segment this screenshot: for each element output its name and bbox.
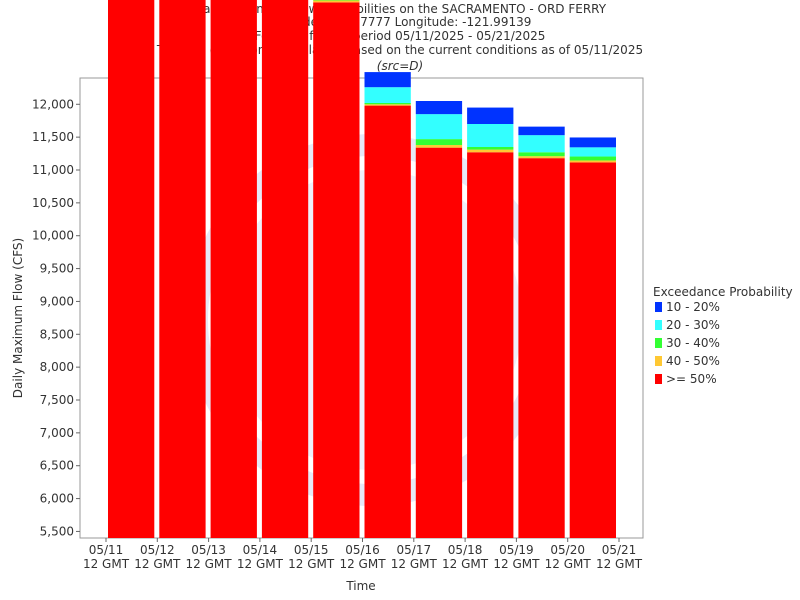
bar-segment [159, 0, 206, 538]
x-tick-line: 05/18 [448, 543, 483, 557]
y-tick-label: 10,500 [32, 196, 74, 210]
x-tick-line: 12 GMT [339, 557, 386, 571]
legend-swatch [655, 374, 662, 384]
bar-segment [467, 124, 514, 147]
x-tick-label: 05/12 12 GMT [134, 543, 181, 571]
x-tick-line: 05/19 [499, 543, 534, 557]
x-tick-line: 12 GMT [83, 557, 130, 571]
bar-segment [518, 135, 565, 153]
bar-segment [364, 87, 411, 103]
x-tick-line: 12 GMT [391, 557, 438, 571]
x-tick-line: 12 GMT [186, 557, 233, 571]
bar-segment [415, 145, 463, 148]
y-tick-label: 6,500 [40, 459, 74, 473]
bar-segment [415, 101, 463, 115]
y-tick-label: 9,000 [40, 294, 74, 308]
bar-segment [364, 72, 411, 88]
x-tick-label: 05/13 12 GMT [186, 543, 233, 571]
x-tick-label: 05/11 12 GMT [83, 543, 130, 571]
bar-segment [467, 147, 514, 150]
y-tick-label: 8,500 [40, 327, 74, 341]
y-tick-label: 11,000 [32, 163, 74, 177]
bar-segment [518, 152, 565, 157]
bar-segment [364, 104, 411, 106]
y-tick-label: 10,000 [32, 229, 74, 243]
legend-swatch [655, 338, 662, 348]
y-tick-label: 8,000 [40, 360, 74, 374]
y-tick-label: 7,500 [40, 393, 74, 407]
x-tick-label: 05/21 12 GMT [596, 543, 643, 571]
x-tick-line: 12 GMT [134, 557, 181, 571]
x-tick-line: 05/15 [294, 543, 329, 557]
x-tick-line: 12 GMT [545, 557, 592, 571]
bar-segment [415, 114, 463, 140]
x-axis-label: Time [345, 579, 375, 593]
bar-segment [415, 139, 463, 146]
x-tick-label: 05/20 12 GMT [545, 543, 592, 571]
x-tick-label: 05/18 12 GMT [442, 543, 489, 571]
bar-segment [569, 147, 616, 157]
source: (src=D) [377, 59, 423, 73]
bar-segment [313, 0, 360, 3]
x-tick-label: 05/15 12 GMT [288, 543, 335, 571]
legend-label: 20 - 30% [666, 318, 720, 332]
bar-segment [467, 107, 514, 124]
x-tick-label: 05/14 12 GMT [237, 543, 284, 571]
x-tick-label: 05/16 12 GMT [339, 543, 386, 571]
legend-label: 10 - 20% [666, 300, 720, 314]
x-tick-line: 12 GMT [442, 557, 489, 571]
legend-label: 30 - 40% [666, 336, 720, 350]
y-tick-label: 6,000 [40, 492, 74, 506]
bar-segment [518, 156, 565, 159]
bar-segment [108, 0, 155, 539]
bar-segment [518, 158, 565, 538]
x-tick-line: 05/16 [345, 543, 380, 557]
legend-title: Exceedance Probability [653, 285, 793, 299]
legend-label: 40 - 50% [666, 354, 720, 368]
x-tick-label: 05/19 12 GMT [493, 543, 540, 571]
x-tick-line: 05/21 [602, 543, 637, 557]
legend-swatch [655, 320, 662, 330]
y-tick-label: 12,000 [32, 97, 74, 111]
y-tick-label: 9,500 [40, 262, 74, 276]
x-tick-line: 05/17 [397, 543, 432, 557]
bar-segment [313, 2, 360, 538]
x-tick-line: 05/12 [140, 543, 175, 557]
x-tick-line: 12 GMT [493, 557, 540, 571]
x-tick-line: 12 GMT [237, 557, 284, 571]
bar-segment [364, 105, 411, 538]
bar-segment [364, 102, 411, 105]
x-tick-line: 05/11 [89, 543, 124, 557]
bar-segment [569, 137, 616, 148]
bar-segment [415, 147, 463, 538]
x-tick-line: 12 GMT [596, 557, 643, 571]
bar-segment [261, 0, 309, 539]
bar-segment [210, 0, 257, 538]
x-tick-label: 05/17 12 GMT [391, 543, 438, 571]
bar-segment [467, 152, 514, 538]
y-tick-label: 5,500 [40, 524, 74, 538]
bar-segment [569, 160, 616, 163]
bar-segment [518, 126, 565, 136]
legend-swatch [655, 302, 662, 312]
x-tick-line: 05/20 [550, 543, 585, 557]
y-tick-label: 7,000 [40, 426, 74, 440]
bar-segment [569, 156, 616, 161]
legend-swatch [655, 356, 662, 366]
legend-label: >= 50% [666, 372, 717, 386]
y-axis-label: Daily Maximum Flow (CFS) [11, 238, 25, 398]
x-tick-line: 05/13 [191, 543, 226, 557]
y-tick-label: 11,500 [32, 130, 74, 144]
x-tick-line: 12 GMT [288, 557, 335, 571]
x-tick-line: 05/14 [243, 543, 278, 557]
bar-segment [569, 162, 616, 538]
bar-segment [467, 149, 514, 153]
